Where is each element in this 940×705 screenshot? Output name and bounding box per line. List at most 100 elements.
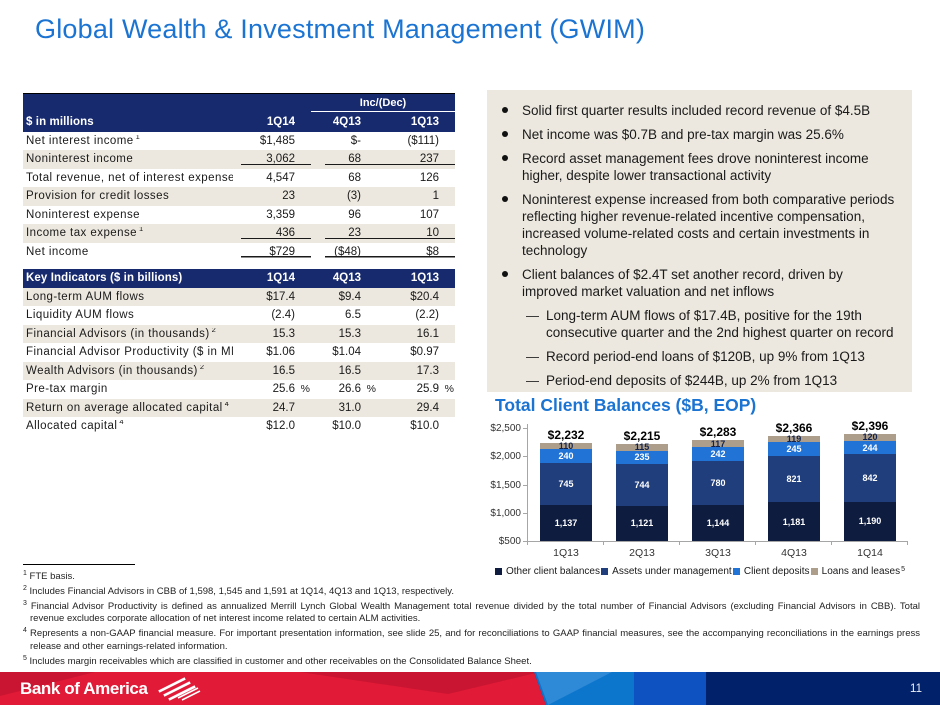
cell-number: ($111) [407,134,439,147]
bullet-icon [502,191,522,259]
cell-number: $12.0 [266,420,295,433]
cell-number: 16.5 [272,364,295,377]
legend-swatch [601,568,609,575]
row-label: Net interest income 1 [23,135,233,147]
chart-title: Total Client Balances ($B, EOP) [495,395,757,415]
bullet-dot [502,155,508,161]
cell-number: $10.0 [410,420,439,433]
bullet-dot [502,107,508,113]
row-label: Financial Advisor Productivity ($ in MM)… [26,346,233,359]
stacked-bar: 117 242 780 1,144 [692,439,744,541]
footnote: 3 Financial Advisor Productivity is defi… [23,600,920,625]
segment-value-label: 821 [786,474,802,485]
legend-label: Assets under management [612,566,732,577]
table-row: Noninterest expense 3,359 96 107 [23,206,455,225]
cell-value: 6.5 [311,309,377,321]
x-axis-tick [907,542,908,545]
table-row: Wealth Advisors (in thousands) 2 16.5 16.5 1… [23,361,455,380]
cell-value: 24.7 [233,402,311,414]
income-statement-table: Inc/(Dec) $ in millions 1Q14 4Q13 1Q13 Net in… [23,93,455,261]
financial-tables: Inc/(Dec) $ in millions 1Q14 4Q13 1Q13 Net in… [23,93,455,436]
bullet-text: Noninterest expense increased from both … [522,192,895,258]
cell-value: 26.6% [311,383,377,395]
stacked-bar: 119 245 821 1,181 [768,434,820,541]
row-label: Noninterest income [26,153,134,166]
bar-segment: 244 [844,440,896,455]
cell-value: 16.5 [311,365,377,377]
cell-number: $9.4 [338,290,361,303]
segment-value-label: 110 [558,441,574,452]
cell-value: (2.4) [233,309,311,321]
footnote-number: 3 [23,600,27,608]
cell-number: 96 [348,208,361,221]
bank-of-america-logo: Bank of America [20,672,202,705]
cell-number: 16.1 [416,327,439,340]
cell-number: 6.5 [345,309,361,322]
cell-value: $10.0 [311,420,377,432]
cell-number: $1.04 [332,346,361,359]
bar-segment: 842 [844,454,896,502]
stacked-bar: 110 240 745 1,137 [540,441,592,541]
cell-number: 25.9 [416,383,439,396]
bullet-dot [502,271,508,277]
segment-value-label: 1,144 [706,517,730,528]
cell-value: $17.4 [233,291,311,303]
cell-value: 23 [233,190,311,202]
sub-bullet-item: — Long-term AUM flows of $17.4B, positive… [502,307,900,341]
column-header-cell: 1Q14 [233,272,311,284]
footnote-ref: 4 [224,401,230,408]
cell-value: 15.3 [311,328,377,340]
percent-sign: % [366,383,376,396]
cell-number: 15.3 [338,327,361,340]
bar-segment: 235 [616,450,668,464]
key-indicators-table: Key Indicators ($ in billions) 1Q14 4Q13 1Q… [23,269,455,436]
row-label: Financial Advisors (in thousands) 2 [23,328,233,340]
bar-total-label: $2,283 [699,425,737,440]
table-row: Long-term AUM flows $17.4 $9.4 $20.4 [23,287,455,306]
cell-value: $0.97 [377,346,455,358]
bullet-text: Record asset management fees drove nonin… [522,151,869,183]
percent-sign: % [444,383,454,396]
highlights-panel: Solid first quarter results included rec… [487,90,912,392]
column-header-label: 4Q13 [332,116,361,129]
bullet-item: Noninterest expense increased from both … [502,191,900,259]
cell-value: 68 [311,172,377,184]
legend-item: Client deposits [732,566,809,577]
bar-segment: 1,121 [616,505,668,541]
cell-value: 16.1 [377,328,455,340]
cell-number: 31.0 [338,401,361,414]
legend-item: Loans and leases 5 [810,566,905,577]
footnote-number: 2 [23,585,27,593]
cell-number: 1 [432,190,439,203]
row-label: Liquidity AUM flows [26,309,135,322]
cell-number: 436 [275,227,295,240]
bar-segment: 110 [540,441,592,452]
y-axis-tick-label: $1,000 [490,507,521,519]
segment-value-label: 780 [710,477,726,488]
x-axis-tick [755,542,756,545]
brand-wordmark: Bank of America [20,678,148,698]
y-axis-tick [523,484,527,486]
cell-number: 3,062 [266,153,295,166]
bar-segment: 1,137 [540,504,592,541]
cell-number: $- [350,134,361,147]
cell-value: 237 [377,153,455,166]
bar-segment: 1,190 [844,501,896,541]
cell-number: $8 [426,245,439,258]
footnote-number: 4 [23,627,27,635]
cell-number: 23 [348,227,361,240]
sub-bullet-item: — Period-end deposits of $244B, up 2% fro… [502,372,900,389]
cell-value: 436 [233,227,311,240]
cell-value: 31.0 [311,402,377,414]
cell-number: 107 [419,208,439,221]
row-label: Noninterest expense [26,208,141,221]
cell-value: $729 [233,245,311,258]
cell-value: $10.0 [377,420,455,432]
cell-value: 107 [377,209,455,221]
inc-dec-header: Inc/(Dec) [311,97,455,112]
segment-value-label: 115 [634,442,650,453]
cell-number: $20.4 [410,290,439,303]
bar-segment: 1,181 [768,502,820,541]
